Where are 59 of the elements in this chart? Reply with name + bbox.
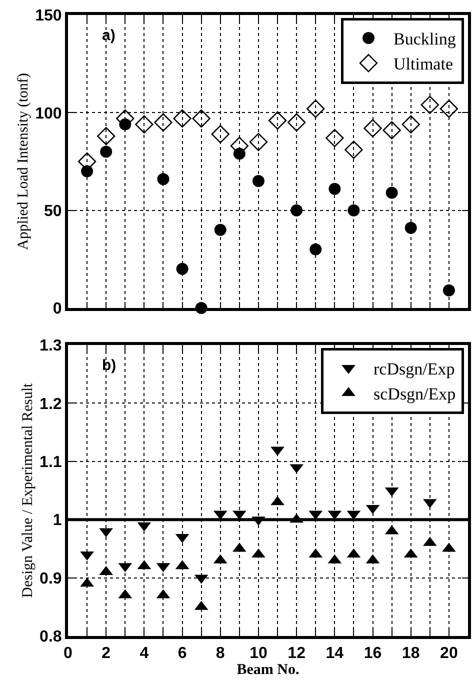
y-tick-label: 1.2 <box>40 396 62 413</box>
point <box>402 115 420 134</box>
point <box>404 222 417 234</box>
point <box>364 119 382 138</box>
point <box>249 132 268 152</box>
point <box>211 125 230 144</box>
x-tick-label: 8 <box>216 645 225 662</box>
point <box>252 175 264 188</box>
y-tick-label: 0.9 <box>40 570 62 588</box>
y-axis-title: Applied Load Intensity (tonf) <box>15 72 32 250</box>
point <box>290 204 303 216</box>
x-tick-label: 2 <box>102 645 111 662</box>
point <box>287 113 306 132</box>
point <box>382 121 401 140</box>
x-tick-label: 6 <box>178 645 187 662</box>
point <box>344 140 363 159</box>
y-tick-label: 0.8 <box>40 628 62 646</box>
point <box>348 204 360 216</box>
x-tick-label: 20 <box>440 645 458 662</box>
point <box>100 146 112 158</box>
y-axis-title: Design Value / Experimental Result <box>20 382 36 598</box>
x-tick-label: 16 <box>364 645 382 662</box>
point <box>268 111 287 130</box>
point <box>192 109 210 128</box>
y-tick-label: 1.3 <box>40 338 62 355</box>
point <box>135 115 154 134</box>
point <box>328 182 341 195</box>
point <box>157 173 170 186</box>
x-tick-label: 0 <box>64 645 73 662</box>
y-tick-label: 0 <box>52 300 62 318</box>
x-tick-label: 14 <box>326 645 344 662</box>
y-tick-label: 50 <box>44 202 62 220</box>
x-tick-label: 18 <box>402 645 420 662</box>
legend-label: rcDsgn/Exp <box>374 360 455 379</box>
legend-label: Ultimate <box>394 54 453 74</box>
y-tick-label: 150 <box>35 8 62 25</box>
point <box>310 243 322 256</box>
point <box>97 127 116 146</box>
point <box>442 284 455 296</box>
y-tick-label: 1 <box>52 512 62 530</box>
legend-label: scDsgn/Exp <box>374 384 456 404</box>
x-tick-label: 4 <box>140 645 149 662</box>
point <box>214 224 226 236</box>
point <box>386 186 398 199</box>
x-tick-label: 10 <box>250 645 268 662</box>
x-tick-label: 12 <box>288 645 306 662</box>
point <box>154 113 172 132</box>
x-axis-title: Beam No. <box>236 662 300 678</box>
annotation: a) <box>102 27 116 44</box>
point <box>440 100 458 118</box>
point <box>176 262 188 275</box>
legend-label: Buckling <box>394 30 456 49</box>
point <box>420 96 439 114</box>
point <box>326 128 344 148</box>
y-tick-label: 1.1 <box>40 454 62 471</box>
point <box>306 100 325 118</box>
y-tick-label: 100 <box>35 105 62 122</box>
point <box>173 109 192 128</box>
annotation: b) <box>102 357 116 374</box>
